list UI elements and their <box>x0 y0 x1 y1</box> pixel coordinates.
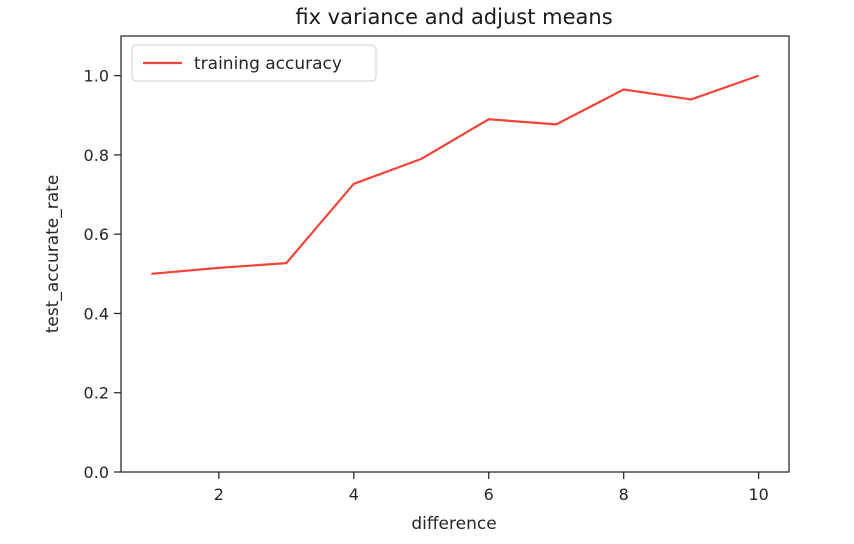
series-line-training-accuracy <box>151 74 760 275</box>
legend: training accuracy <box>131 44 377 82</box>
legend-label: training accuracy <box>194 54 342 74</box>
x-tick-label: 4 <box>349 485 359 504</box>
y-tick-label: 0.0 <box>84 463 109 482</box>
legend-box <box>131 44 377 82</box>
x-tick-label: 6 <box>484 485 494 504</box>
x-tick-label: 2 <box>214 485 224 504</box>
y-axis-ticks: 0.0 0.2 0.4 0.6 0.8 1.0 <box>84 67 121 482</box>
y-tick-label: 0.2 <box>84 384 109 403</box>
chart-title: fix variance and adjust means <box>295 5 612 29</box>
plot-frame <box>120 35 790 473</box>
x-axis-label: difference <box>411 514 496 534</box>
plot-area <box>121 36 789 472</box>
y-tick-label: 0.4 <box>84 304 109 323</box>
x-tick-label: 10 <box>748 485 768 504</box>
x-axis-ticks: 2 4 6 8 10 <box>214 472 769 504</box>
y-tick-label: 1.0 <box>84 67 109 86</box>
y-tick-label: 0.6 <box>84 225 109 244</box>
y-tick-label: 0.8 <box>84 146 109 165</box>
x-tick-label: 8 <box>619 485 629 504</box>
y-axis-label: test_accurate_rate <box>43 175 63 334</box>
series-layer <box>151 74 760 275</box>
